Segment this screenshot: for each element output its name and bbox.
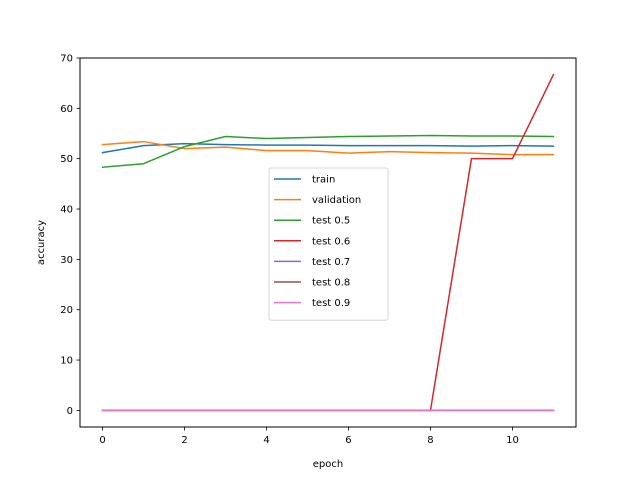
y-tick-label: 0 — [67, 406, 73, 417]
series-line-1 — [101, 140, 555, 156]
series-layer — [101, 73, 555, 412]
x-tick-label: 4 — [263, 435, 269, 446]
x-tick-label: 8 — [427, 435, 433, 446]
y-tick-label: 70 — [60, 54, 73, 65]
y-tick-label: 60 — [60, 104, 73, 115]
legend-label: test 0.6 — [312, 236, 350, 247]
x-axis-label: epoch — [313, 459, 343, 470]
y-tick-label: 50 — [60, 154, 73, 165]
legend-label: validation — [312, 195, 361, 206]
legend-label: test 0.7 — [312, 257, 350, 268]
legend-label: test 0.5 — [312, 216, 350, 227]
x-axis: 0 2 4 6 8 10 — [99, 427, 519, 446]
y-tick-label: 20 — [60, 305, 73, 316]
y-tick-label: 10 — [60, 356, 73, 367]
series-line-0 — [101, 142, 555, 154]
y-axis-label: accuracy — [36, 220, 47, 265]
series-line-2 — [101, 134, 555, 169]
x-tick-label: 10 — [506, 435, 519, 446]
y-axis: 0 10 20 30 40 50 60 70 — [60, 54, 80, 417]
plot-frame — [79, 57, 577, 428]
x-tick-label: 6 — [345, 435, 351, 446]
x-tick-label: 2 — [181, 435, 187, 446]
legend-label: train — [312, 175, 335, 186]
legend-label: test 0.9 — [312, 298, 350, 309]
legend-label: test 0.8 — [312, 278, 350, 289]
x-tick-label: 0 — [99, 435, 105, 446]
y-tick-label: 40 — [60, 205, 73, 216]
legend: train validation test 0.5 test 0.6 test 0.7 t… — [268, 167, 389, 321]
y-tick-label: 30 — [60, 255, 73, 266]
